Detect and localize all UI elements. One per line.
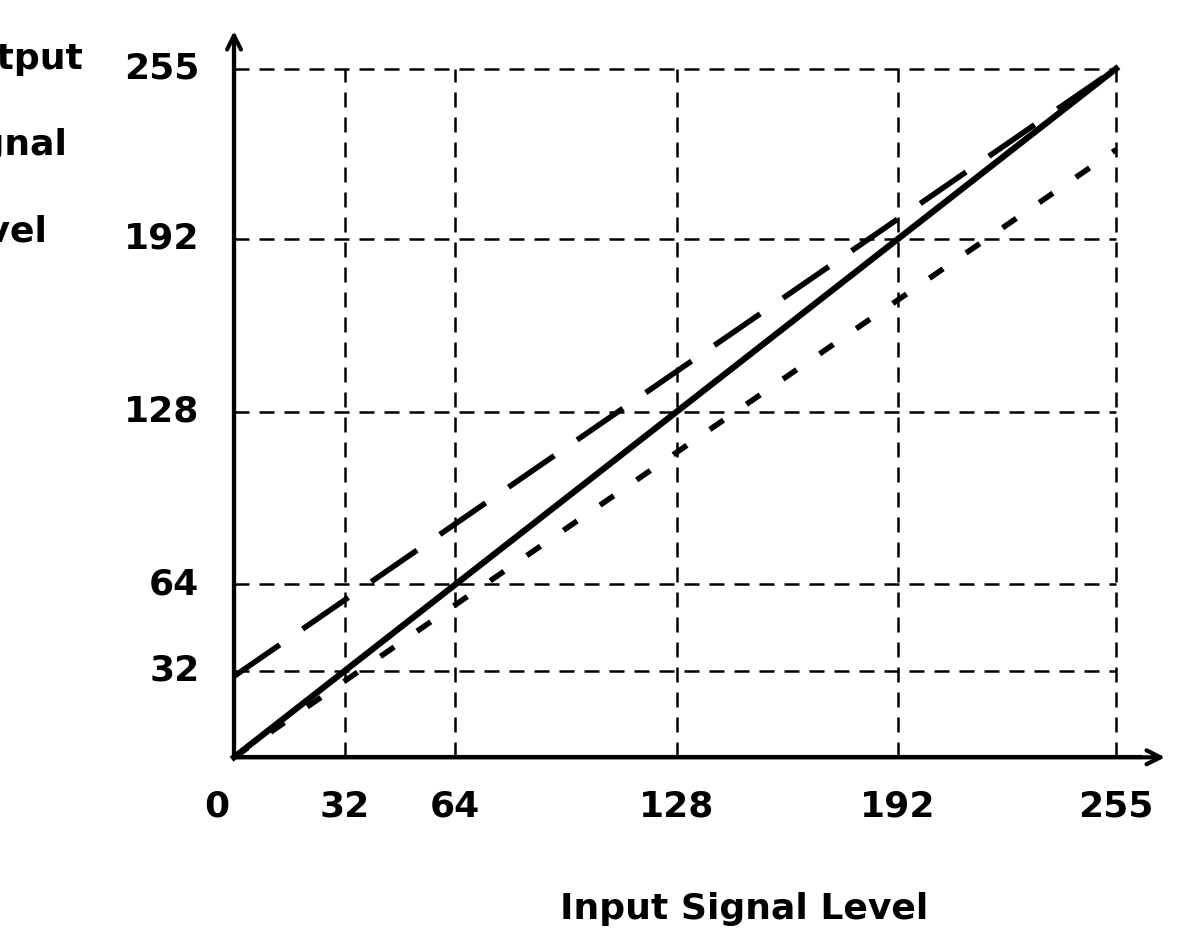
Text: 128: 128: [639, 790, 714, 823]
Text: Output: Output: [0, 41, 83, 76]
Text: 192: 192: [124, 222, 200, 256]
Text: 0: 0: [205, 790, 229, 823]
Text: 192: 192: [861, 790, 936, 823]
Text: 255: 255: [1079, 790, 1153, 823]
Text: Signal: Signal: [0, 128, 67, 162]
Text: Level: Level: [0, 214, 48, 248]
Text: Input Signal Level: Input Signal Level: [560, 892, 928, 926]
Text: 255: 255: [124, 52, 200, 86]
Text: 32: 32: [149, 654, 200, 688]
Text: 64: 64: [430, 790, 480, 823]
Text: 32: 32: [319, 790, 370, 823]
Text: 64: 64: [149, 568, 200, 602]
Text: 128: 128: [124, 395, 200, 429]
